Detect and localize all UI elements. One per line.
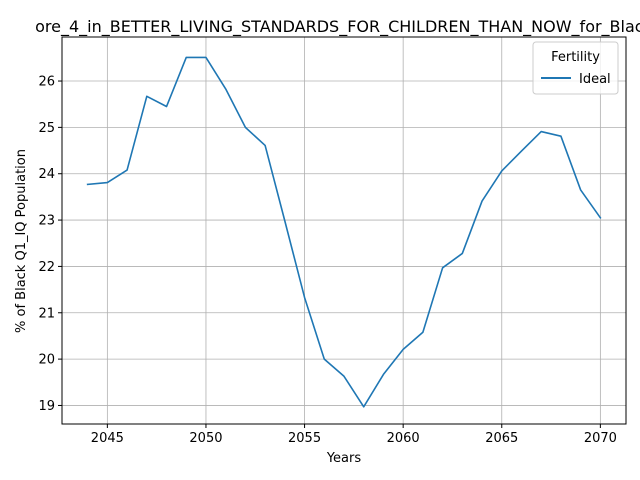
legend-title: Fertility <box>551 50 600 65</box>
y-axis-label: % of Black Q1_IQ Population <box>14 149 29 333</box>
legend-entry-label: Ideal <box>579 72 611 87</box>
plot-frame <box>62 37 626 424</box>
y-tick-label: 21 <box>38 306 55 321</box>
legend: Fertility Ideal <box>533 42 618 94</box>
y-tick-label: 23 <box>38 214 55 229</box>
y-tick-label: 20 <box>38 353 55 368</box>
y-tick-label: 26 <box>38 75 55 90</box>
x-tick-label: 2070 <box>584 431 617 446</box>
series-lines <box>88 57 601 406</box>
x-tick-label: 2045 <box>91 431 124 446</box>
axis-ticks: 2045 2050 2055 2060 2065 2070 19 20 21 22 23 24 25 26 <box>38 75 616 446</box>
x-tick-label: 2050 <box>189 431 222 446</box>
x-tick-label: 2065 <box>485 431 518 446</box>
x-tick-label: 2060 <box>387 431 420 446</box>
chart-title: ore_4_in_BETTER_LIVING_STANDARDS_FOR_CHI… <box>35 17 640 37</box>
grid-lines <box>62 37 626 424</box>
y-tick-label: 24 <box>38 167 55 182</box>
y-tick-label: 19 <box>38 399 55 414</box>
y-tick-label: 22 <box>38 260 55 275</box>
x-tick-label: 2055 <box>288 431 321 446</box>
y-tick-label: 25 <box>38 121 55 136</box>
series-line-ideal <box>88 57 601 406</box>
x-axis-label: Years <box>326 451 362 466</box>
